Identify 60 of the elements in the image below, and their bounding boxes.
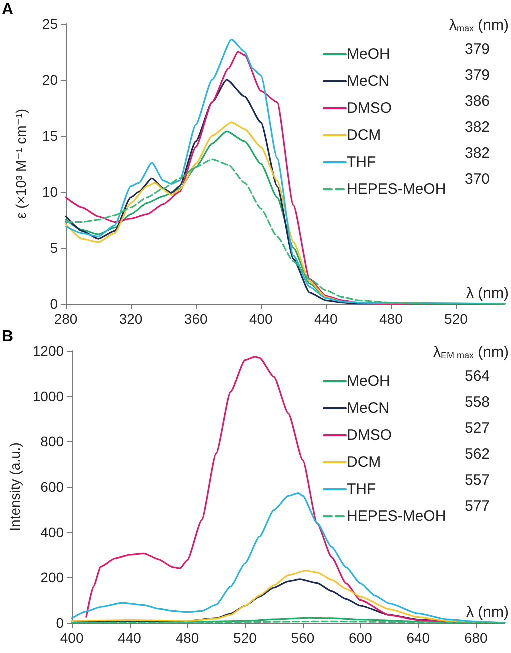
- x-tick-label: 440: [314, 311, 338, 327]
- x-axis-title: λ (nm): [466, 285, 510, 302]
- y-tick-label: 25: [42, 16, 58, 32]
- annotation: 382: [465, 145, 490, 162]
- y-tick-label: 15: [42, 128, 58, 144]
- annotation: 386: [465, 93, 490, 110]
- y-tick-label: 600: [40, 479, 64, 495]
- legend-label: THF: [347, 481, 376, 498]
- legend-label: DCM: [347, 127, 382, 144]
- x-tick-label: 360: [184, 311, 208, 327]
- x-tick-label: 520: [234, 630, 258, 646]
- legend-label: MeOH: [347, 373, 390, 390]
- legend-label: MeOH: [347, 46, 390, 63]
- y-tick-label: 5: [50, 240, 58, 256]
- y-tick-label: 800: [40, 434, 64, 450]
- chart-title: A: [2, 2, 14, 18]
- annotation: 382: [465, 119, 490, 136]
- chart-title: B: [2, 328, 14, 346]
- legend-label: HEPES-MeOH: [347, 508, 446, 525]
- y-tick-label: 1000: [32, 388, 64, 404]
- y-axis-title: ε (×10³ M⁻¹ cm⁻¹): [13, 108, 29, 220]
- x-tick-label: 440: [118, 630, 142, 646]
- legend-label: DCM: [347, 454, 382, 471]
- x-tick-label: 320: [119, 311, 143, 327]
- legend-title: λEM max (nm): [434, 344, 510, 361]
- legend-label: HEPES-MeOH: [347, 181, 446, 198]
- annotation: 379: [465, 41, 490, 58]
- x-tick-label: 520: [444, 311, 468, 327]
- legend-label: THF: [347, 154, 376, 171]
- x-tick-label: 480: [380, 311, 404, 327]
- x-tick-label: 600: [349, 630, 373, 646]
- y-tick-label: 10: [42, 184, 58, 200]
- annotation: 527: [465, 420, 490, 437]
- annotation: 562: [465, 446, 490, 463]
- legend-label: MeCN: [347, 400, 390, 417]
- x-tick-label: 400: [60, 630, 84, 646]
- legend-title: λmax (nm): [450, 17, 510, 34]
- x-tick-label: 280: [54, 311, 78, 327]
- annotation: 558: [465, 394, 490, 411]
- x-tick-label: 480: [176, 630, 200, 646]
- y-tick-label: 400: [40, 524, 64, 540]
- annotation: 577: [465, 498, 490, 515]
- x-tick-label: 680: [464, 630, 488, 646]
- y-tick-label: 1200: [32, 343, 64, 359]
- annotation: 379: [465, 67, 490, 84]
- legend-label: MeCN: [347, 73, 390, 90]
- legend-label: DMSO: [347, 427, 392, 444]
- annotation: 557: [465, 472, 490, 489]
- y-tick-label: 200: [40, 570, 64, 586]
- x-tick-label: 560: [291, 630, 315, 646]
- y-tick-label: 0: [50, 296, 58, 312]
- legend-label: DMSO: [347, 100, 392, 117]
- x-tick-label: 640: [406, 630, 430, 646]
- y-tick-label: 20: [42, 72, 58, 88]
- x-tick-label: 400: [249, 311, 274, 327]
- y-axis-title: Intensity (a.u.): [7, 442, 23, 532]
- y-tick-label: 0: [56, 615, 64, 631]
- annotation: 564: [465, 368, 490, 385]
- annotation: 370: [465, 171, 490, 188]
- x-axis-title: λ (nm): [466, 604, 510, 621]
